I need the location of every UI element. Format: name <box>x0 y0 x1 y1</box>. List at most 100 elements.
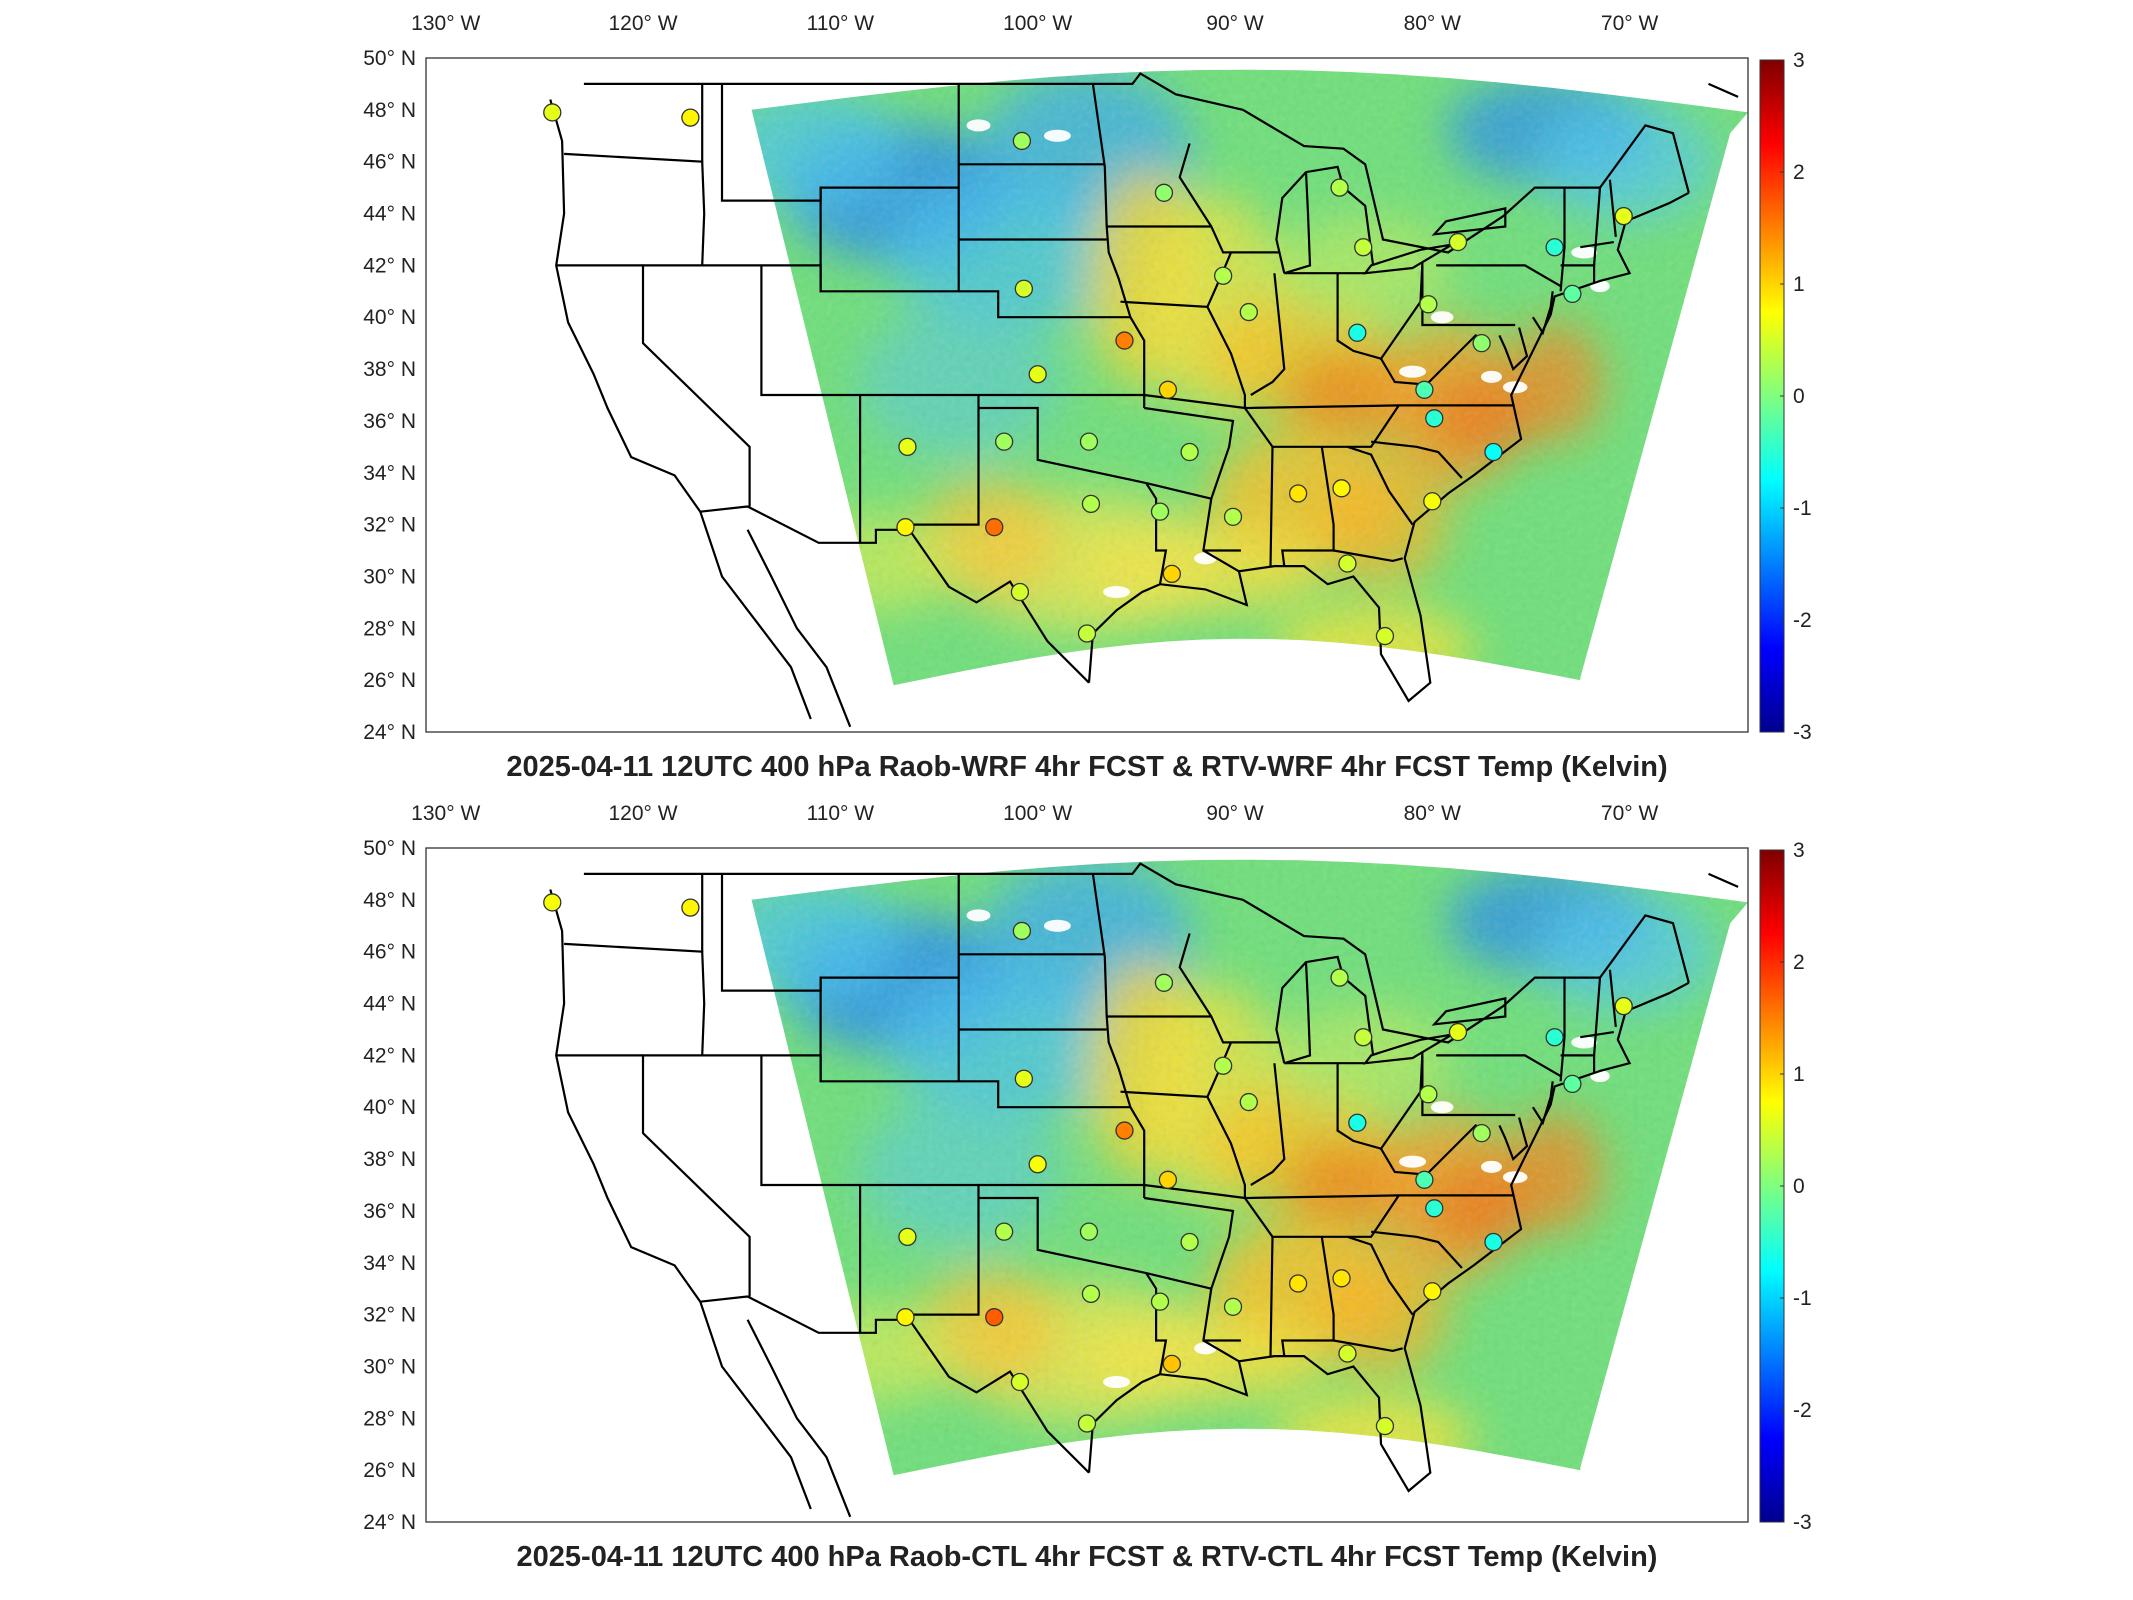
boundary-line <box>978 406 1168 585</box>
lake-erie <box>1362 1033 1453 1065</box>
lon-tick-label: 80° W <box>1404 12 1462 35</box>
lat-axis: 24° N 26° N 28° N 30° N 32° N 34° N 36° N 38° N… <box>363 837 416 1534</box>
boundary-line <box>1370 1230 1463 1269</box>
raob-station-marker <box>1332 1269 1351 1288</box>
boundary-line <box>1269 446 1274 567</box>
wrf-temp-field <box>751 69 1748 686</box>
lat-tick-label: 40° N <box>363 306 416 329</box>
raob-station-marker <box>1012 131 1032 151</box>
lat-tick-label: 46° N <box>363 151 416 174</box>
boundary-line <box>1347 445 1414 526</box>
boundary-line <box>549 99 702 513</box>
raob-station-marker <box>1014 1069 1034 1088</box>
boundary-line <box>1580 1031 1614 1039</box>
boundary-line <box>1333 1339 1403 1353</box>
colorbar-tick-label: 0 <box>1793 1175 1805 1198</box>
boundary-line <box>1275 955 1375 1064</box>
lon-tick-label: 70° W <box>1601 12 1659 35</box>
raob-station-marker <box>1614 206 1633 226</box>
boundary-line <box>583 72 1244 111</box>
colorbar-tick-label: 1 <box>1793 1063 1805 1086</box>
boundary-line <box>1336 1052 1424 1150</box>
lon-tick-label: 100° W <box>1003 802 1072 825</box>
boundary-line <box>1178 143 1213 228</box>
raob-station-marker <box>1158 1170 1178 1189</box>
colorbar-tick-label: -1 <box>1793 497 1812 520</box>
boundary-line <box>564 152 751 507</box>
boundary-line <box>1120 1041 1233 1099</box>
lat-tick-label: 48° N <box>363 99 416 122</box>
boundary-line <box>1144 1196 1240 1363</box>
raob-station-marker <box>1419 295 1438 314</box>
lake-ontario <box>1431 207 1507 236</box>
colorbar-tick-label: -1 <box>1793 1287 1812 1310</box>
raob-station-marker <box>1213 1056 1233 1075</box>
state-boundaries <box>549 862 1739 1518</box>
missing-data-patch <box>1480 1160 1502 1173</box>
boundary-line <box>1275 165 1375 274</box>
lat-axis: 24° N 26° N 28° N 30° N 32° N 34° N 36° N 38° N… <box>363 47 416 744</box>
raob-station-marker <box>681 108 700 127</box>
boundary-line <box>1269 1236 1274 1357</box>
raob-station-marker <box>1162 564 1181 584</box>
boundary-line <box>699 1301 812 1510</box>
lon-tick-label: 110° W <box>807 12 875 35</box>
raob-station-marker <box>1150 1292 1170 1311</box>
raob-station-marker <box>1545 1028 1564 1047</box>
raob-station-marker <box>1614 996 1633 1016</box>
colorbar-tick-label: 2 <box>1793 951 1805 974</box>
lat-tick-label: 36° N <box>363 1200 416 1223</box>
raob-station-marker <box>1213 266 1233 285</box>
lon-tick-label: 90° W <box>1206 12 1264 35</box>
boundary-line <box>1708 872 1739 888</box>
boundary-line <box>1498 327 1529 372</box>
raob-station-marker <box>985 1308 1004 1327</box>
raob-station-marker <box>1545 238 1564 257</box>
panel-title: 2025-04-11 12UTC 400 hPa Raob-WRF 4hr FC… <box>506 751 1667 783</box>
boundary-line <box>1087 191 1690 703</box>
lat-tick-label: 28° N <box>363 617 416 640</box>
lat-tick-label: 42° N <box>363 1044 416 1067</box>
raob-station-marker <box>1239 1092 1258 1112</box>
raob-station-marker <box>1239 302 1258 322</box>
raob-station-marker <box>1472 1124 1491 1143</box>
boundary-line <box>564 942 751 1297</box>
raob-station-marker <box>1010 582 1030 602</box>
missing-data-patch <box>1480 370 1502 383</box>
boundary-line <box>1206 1096 1246 1198</box>
lat-tick-label: 34° N <box>363 1252 416 1275</box>
lon-tick-label: 130° W <box>411 802 480 825</box>
raob-station-marker <box>1180 442 1199 462</box>
boundary-line <box>1145 1272 1212 1290</box>
lat-tick-label: 38° N <box>363 358 416 381</box>
boundary-line <box>1608 969 1617 1028</box>
missing-data-patch <box>1194 1342 1217 1355</box>
boundary-line <box>978 1196 1168 1375</box>
missing-data-patch <box>1043 919 1071 932</box>
lat-tick-label: 24° N <box>363 721 416 744</box>
boundary-line <box>1087 981 1690 1493</box>
lon-tick-label: 80° W <box>1404 802 1462 825</box>
raob-stations <box>543 893 1633 1436</box>
raob-station-marker <box>1288 484 1308 503</box>
raob-station-marker <box>543 103 562 122</box>
raob-station-marker <box>994 432 1014 451</box>
state-boundaries <box>549 72 1739 728</box>
boundary-line <box>1144 406 1240 573</box>
colorbar-ticks: 3 2 1 0 -1 -2 -3 <box>1780 839 1812 1534</box>
raob-station-marker <box>1330 968 1349 987</box>
boundary-line <box>1250 273 1286 396</box>
boundary-line <box>760 265 1514 410</box>
missing-data-patch <box>1194 552 1217 565</box>
colorbar-tick-label: 1 <box>1793 273 1805 296</box>
boundary-line <box>1347 1235 1414 1316</box>
lat-tick-label: 26° N <box>363 669 416 692</box>
raob-station-marker <box>1162 1354 1181 1374</box>
lat-tick-label: 28° N <box>363 1407 416 1430</box>
raob-station-marker <box>1354 1028 1373 1047</box>
boundary-line <box>760 1055 1514 1200</box>
boundary-line <box>1178 933 1213 1018</box>
raob-station-marker <box>1079 1222 1099 1241</box>
boundary-line <box>583 862 1244 901</box>
raob-station-marker <box>1115 331 1134 350</box>
